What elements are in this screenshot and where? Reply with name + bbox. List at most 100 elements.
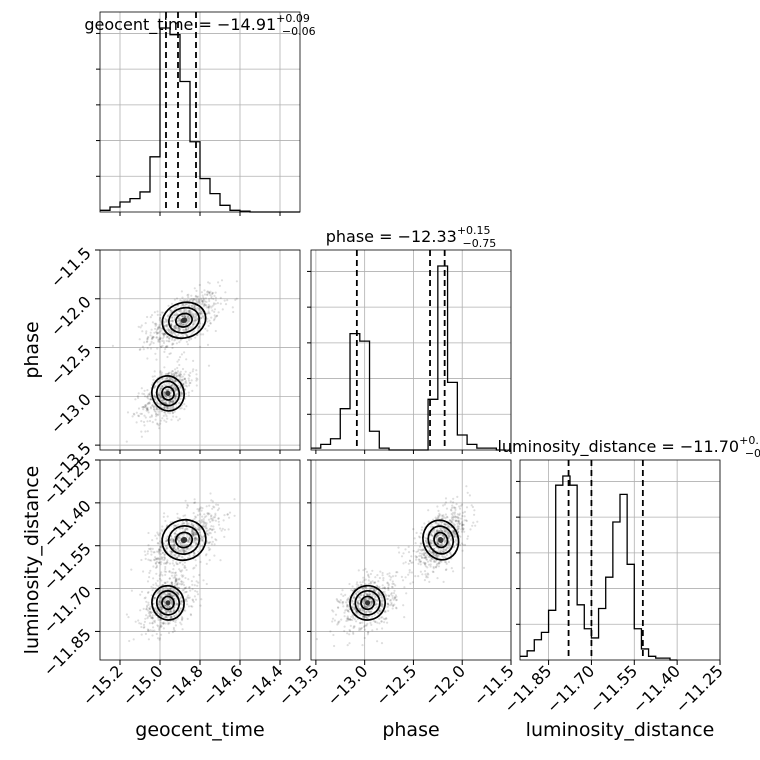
sample-point xyxy=(209,548,212,551)
sample-point xyxy=(187,373,190,376)
sample-point xyxy=(364,605,367,608)
sample-point xyxy=(174,577,177,580)
sample-point xyxy=(447,524,450,528)
sample-point xyxy=(380,600,383,603)
sample-point xyxy=(211,292,214,296)
sample-point xyxy=(368,597,371,600)
sample-point xyxy=(366,617,369,620)
sample-point xyxy=(356,602,360,605)
sample-point xyxy=(205,515,208,518)
sample-point xyxy=(171,399,174,402)
sample-point xyxy=(405,592,408,595)
sample-point xyxy=(194,319,197,322)
sample-point xyxy=(155,560,158,563)
sample-point xyxy=(434,522,437,525)
sample-point xyxy=(153,322,156,325)
sample-point xyxy=(454,508,457,511)
sample-point xyxy=(456,528,459,531)
sample-point xyxy=(418,558,421,561)
sample-point xyxy=(192,535,195,538)
sample-point xyxy=(159,313,162,316)
sample-point xyxy=(167,327,170,330)
sample-point xyxy=(444,530,447,533)
sample-point xyxy=(211,519,214,522)
sample-point xyxy=(154,395,157,398)
sample-point xyxy=(171,320,174,323)
sample-point xyxy=(338,601,342,604)
sample-point xyxy=(148,607,151,611)
sample-point xyxy=(375,584,378,587)
sample-point xyxy=(197,528,200,531)
sample-point xyxy=(352,596,355,600)
sample-point xyxy=(378,576,381,580)
sample-point xyxy=(188,318,191,321)
sample-point xyxy=(175,579,178,582)
sample-point xyxy=(184,499,187,502)
sample-point xyxy=(194,589,197,593)
sample-point xyxy=(185,548,188,551)
sample-point xyxy=(208,305,211,308)
sample-point xyxy=(212,319,216,322)
sample-point xyxy=(152,408,156,411)
sample-point xyxy=(206,293,209,296)
sample-point xyxy=(436,505,439,508)
sample-point xyxy=(211,292,214,295)
sample-point xyxy=(162,622,165,625)
sample-point xyxy=(205,529,208,533)
sample-point xyxy=(222,519,225,522)
sample-point xyxy=(175,562,178,566)
sample-point xyxy=(201,300,204,303)
sample-point xyxy=(367,597,370,601)
sample-point xyxy=(448,527,451,530)
sample-point xyxy=(362,569,365,572)
sample-point xyxy=(179,320,182,323)
sample-point xyxy=(181,563,184,566)
sample-point xyxy=(378,593,381,596)
sample-point xyxy=(193,584,196,587)
panel-frame xyxy=(310,459,512,661)
sample-point xyxy=(347,610,350,613)
sample-point xyxy=(190,333,193,336)
sample-point xyxy=(154,418,157,421)
sample-point xyxy=(217,517,220,520)
sample-point xyxy=(412,549,415,553)
sample-point xyxy=(174,580,177,583)
sample-point xyxy=(207,512,210,515)
sample-point xyxy=(442,504,445,507)
sample-point xyxy=(181,617,184,620)
scatter-points xyxy=(111,279,238,443)
sample-point xyxy=(344,609,347,612)
sample-point xyxy=(188,554,191,557)
sample-point xyxy=(186,540,189,543)
sample-point xyxy=(437,562,440,565)
sample-point xyxy=(337,606,340,609)
sample-point xyxy=(226,299,229,302)
sample-point xyxy=(163,553,166,556)
sample-point xyxy=(162,334,165,337)
sample-point xyxy=(201,515,204,518)
sample-point xyxy=(180,619,184,622)
sample-point xyxy=(150,559,153,562)
sample-point xyxy=(443,529,446,532)
sample-point xyxy=(207,305,210,308)
sample-point xyxy=(436,556,439,559)
sample-point xyxy=(376,603,380,606)
sample-point xyxy=(166,335,169,338)
sample-point xyxy=(172,540,175,543)
sample-point xyxy=(207,303,210,307)
sample-point xyxy=(359,608,362,611)
sample-point xyxy=(166,345,169,349)
sample-point xyxy=(414,555,417,558)
sample-point xyxy=(452,518,455,521)
sample-point xyxy=(356,581,359,584)
sample-point xyxy=(200,518,203,522)
sample-point xyxy=(203,304,206,307)
sample-point xyxy=(234,298,237,301)
sample-point xyxy=(456,513,459,516)
sample-point xyxy=(455,543,458,546)
sample-point xyxy=(187,556,190,559)
sample-point xyxy=(444,536,447,539)
sample-point xyxy=(169,309,172,312)
title-value: geocent_time = −14.91 xyxy=(84,15,276,35)
sample-point xyxy=(154,327,157,330)
